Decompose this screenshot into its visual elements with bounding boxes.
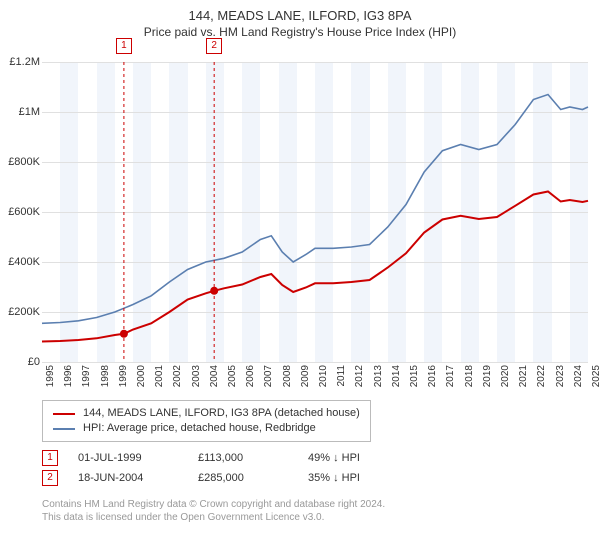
x-tick-label: 2006 <box>245 365 256 397</box>
x-tick-label: 2015 <box>409 365 420 397</box>
x-tick-label: 2012 <box>354 365 365 397</box>
x-tick-label: 2025 <box>591 365 600 397</box>
x-tick-label: 2005 <box>227 365 238 397</box>
sale-row: 218-JUN-2004£285,00035% ↓ HPI <box>42 468 398 488</box>
y-tick-label: £800K <box>2 156 40 168</box>
x-tick-label: 2014 <box>391 365 402 397</box>
x-tick-label: 1999 <box>118 365 129 397</box>
sale-marker-box: 2 <box>206 38 222 54</box>
sales-table: 101-JUL-1999£113,00049% ↓ HPI218-JUN-200… <box>42 448 398 488</box>
legend-item: 144, MEADS LANE, ILFORD, IG3 8PA (detach… <box>53 406 360 421</box>
x-tick-label: 2009 <box>300 365 311 397</box>
chart-title: 144, MEADS LANE, ILFORD, IG3 8PA <box>0 0 600 23</box>
x-tick-label: 2016 <box>427 365 438 397</box>
x-tick-label: 2022 <box>536 365 547 397</box>
plot-area: 12 <box>42 62 588 363</box>
y-tick-label: £200K <box>2 306 40 318</box>
x-tick-label: 2003 <box>191 365 202 397</box>
x-tick-label: 2010 <box>318 365 329 397</box>
x-tick-label: 2019 <box>482 365 493 397</box>
sale-row: 101-JUL-1999£113,00049% ↓ HPI <box>42 448 398 468</box>
chart-subtitle: Price paid vs. HM Land Registry's House … <box>0 23 600 43</box>
y-tick-label: £1M <box>2 106 40 118</box>
x-tick-label: 2017 <box>445 365 456 397</box>
x-tick-label: 2023 <box>555 365 566 397</box>
x-tick-label: 2021 <box>518 365 529 397</box>
x-tick-label: 2011 <box>336 365 347 397</box>
x-tick-label: 1996 <box>63 365 74 397</box>
x-tick-label: 2007 <box>263 365 274 397</box>
x-tick-label: 2002 <box>172 365 183 397</box>
x-tick-label: 1998 <box>100 365 111 397</box>
footer: Contains HM Land Registry data © Crown c… <box>42 498 385 524</box>
y-tick-label: £1.2M <box>2 56 40 68</box>
x-tick-label: 2013 <box>373 365 384 397</box>
legend-item: HPI: Average price, detached house, Redb… <box>53 421 360 436</box>
x-tick-label: 2000 <box>136 365 147 397</box>
x-tick-label: 2024 <box>573 365 584 397</box>
x-tick-label: 2001 <box>154 365 165 397</box>
footer-line-2: This data is licensed under the Open Gov… <box>42 511 385 524</box>
chart-container: { "title": "144, MEADS LANE, ILFORD, IG3… <box>0 0 600 560</box>
x-tick-label: 2008 <box>282 365 293 397</box>
x-tick-label: 1997 <box>81 365 92 397</box>
x-tick-label: 2004 <box>209 365 220 397</box>
legend: 144, MEADS LANE, ILFORD, IG3 8PA (detach… <box>42 400 371 442</box>
x-tick-label: 2018 <box>464 365 475 397</box>
y-tick-label: £600K <box>2 206 40 218</box>
y-tick-label: £400K <box>2 256 40 268</box>
y-tick-label: £0 <box>2 356 40 368</box>
x-tick-label: 1995 <box>45 365 56 397</box>
x-tick-label: 2020 <box>500 365 511 397</box>
sale-marker-box: 1 <box>116 38 132 54</box>
footer-line-1: Contains HM Land Registry data © Crown c… <box>42 498 385 511</box>
chart-svg <box>42 62 588 362</box>
